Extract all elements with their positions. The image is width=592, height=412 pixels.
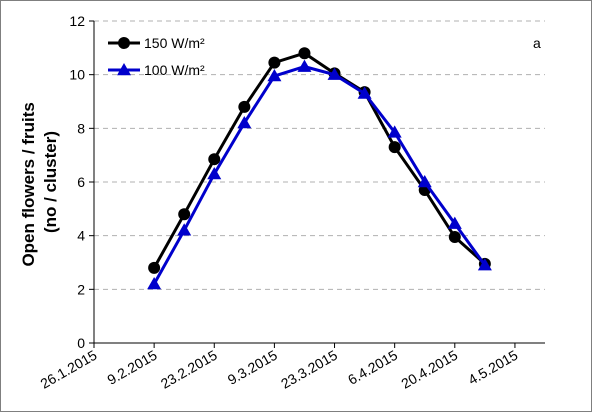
x-tick-label: 23.2.2015 — [158, 347, 220, 392]
x-tick-label: 9.2.2015 — [104, 347, 159, 388]
y-tick-label: 0 — [77, 335, 85, 351]
data-point — [448, 231, 461, 244]
y-tick-label: 8 — [77, 120, 85, 136]
data-point — [388, 141, 401, 154]
data-point — [267, 69, 282, 82]
data-point — [477, 258, 492, 271]
legend-item: 150 W/m² — [108, 35, 205, 51]
data-point — [208, 153, 221, 166]
x-tick-label: 9.3.2015 — [225, 347, 280, 388]
y-tick-label: 6 — [77, 174, 85, 190]
x-tick-label: 26.1.2015 — [38, 347, 100, 392]
legend: 150 W/m² 100 W/m² — [108, 35, 205, 78]
legend-item: 100 W/m² — [108, 62, 205, 78]
data-point — [117, 63, 131, 76]
data-point — [417, 175, 432, 188]
legend-label: 100 W/m² — [144, 62, 205, 78]
data-point — [178, 208, 191, 221]
y-axis-title-line1: Open flowers / fruits — [19, 102, 38, 266]
data-point — [237, 115, 252, 129]
panel-label: a — [533, 35, 541, 51]
data-point — [148, 261, 161, 274]
data-point — [327, 67, 342, 80]
x-tick-label: 6.4.2015 — [345, 347, 400, 388]
y-axis-title-line2: (no / cluster) — [41, 131, 60, 233]
grid-lines — [94, 20, 545, 290]
y-tick-label: 10 — [69, 67, 85, 83]
data-point — [298, 47, 311, 60]
data-point — [177, 223, 192, 236]
data-point — [207, 166, 222, 180]
y-tick-label: 4 — [77, 228, 85, 244]
y-tick-label: 2 — [77, 281, 85, 297]
series-line — [152, 65, 487, 285]
axes — [89, 20, 545, 348]
data-point — [447, 216, 462, 229]
data-point — [357, 86, 372, 99]
x-tick-label: 4.5.2015 — [465, 347, 520, 388]
data-point — [387, 125, 402, 138]
y-axis-title: Open flowers / fruits (no / cluster) — [19, 97, 60, 266]
series-2 — [147, 59, 492, 290]
data-point — [238, 100, 251, 113]
y-tick-label: 12 — [69, 13, 85, 29]
series-1 — [148, 47, 491, 274]
data-point — [268, 56, 281, 69]
data-point — [147, 276, 162, 290]
data-point — [297, 59, 312, 72]
x-tick-label: 23.3.2015 — [278, 347, 340, 392]
data-point — [118, 37, 130, 49]
series-layer — [147, 47, 492, 290]
x-tick-label: 20.4.2015 — [398, 347, 460, 392]
series-line — [152, 51, 486, 269]
legend-label: 150 W/m² — [144, 35, 205, 51]
